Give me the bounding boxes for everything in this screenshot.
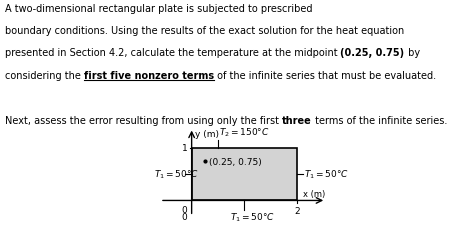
Text: y (m): y (m) bbox=[195, 129, 219, 138]
Text: terms of the infinite series.: terms of the infinite series. bbox=[311, 115, 447, 125]
Text: by: by bbox=[405, 48, 420, 58]
Text: (0.25, 0.75): (0.25, 0.75) bbox=[340, 48, 405, 58]
Text: x (m): x (m) bbox=[303, 189, 325, 198]
Text: first five nonzero terms: first five nonzero terms bbox=[84, 71, 214, 81]
Text: 2: 2 bbox=[294, 206, 300, 215]
Text: 0: 0 bbox=[182, 205, 187, 214]
Text: (0.25, 0.75): (0.25, 0.75) bbox=[209, 157, 262, 166]
Text: boundary conditions. Using the results of the exact solution for the heat equati: boundary conditions. Using the results o… bbox=[5, 26, 404, 36]
Text: $T_1 = 50°C$: $T_1 = 50°C$ bbox=[229, 210, 274, 223]
Text: three: three bbox=[282, 115, 311, 125]
Bar bbox=[191, 148, 297, 200]
Text: considering the: considering the bbox=[5, 71, 84, 81]
Text: of the infinite series that must be evaluated.: of the infinite series that must be eval… bbox=[214, 71, 436, 81]
Text: $T_1 = 50°C$: $T_1 = 50°C$ bbox=[304, 168, 349, 180]
Text: $T_1 = 50°C$: $T_1 = 50°C$ bbox=[154, 168, 199, 180]
Text: 0: 0 bbox=[182, 212, 187, 221]
Text: presented in Section 4.2, calculate the temperature at the midpoint: presented in Section 4.2, calculate the … bbox=[5, 48, 340, 58]
Text: 1: 1 bbox=[182, 144, 187, 153]
Text: A two-dimensional rectangular plate is subjected to prescribed: A two-dimensional rectangular plate is s… bbox=[5, 4, 312, 14]
Text: Next, assess the error resulting from using only the first: Next, assess the error resulting from us… bbox=[5, 115, 282, 125]
Text: $T_2 = 150°C$: $T_2 = 150°C$ bbox=[219, 126, 270, 139]
